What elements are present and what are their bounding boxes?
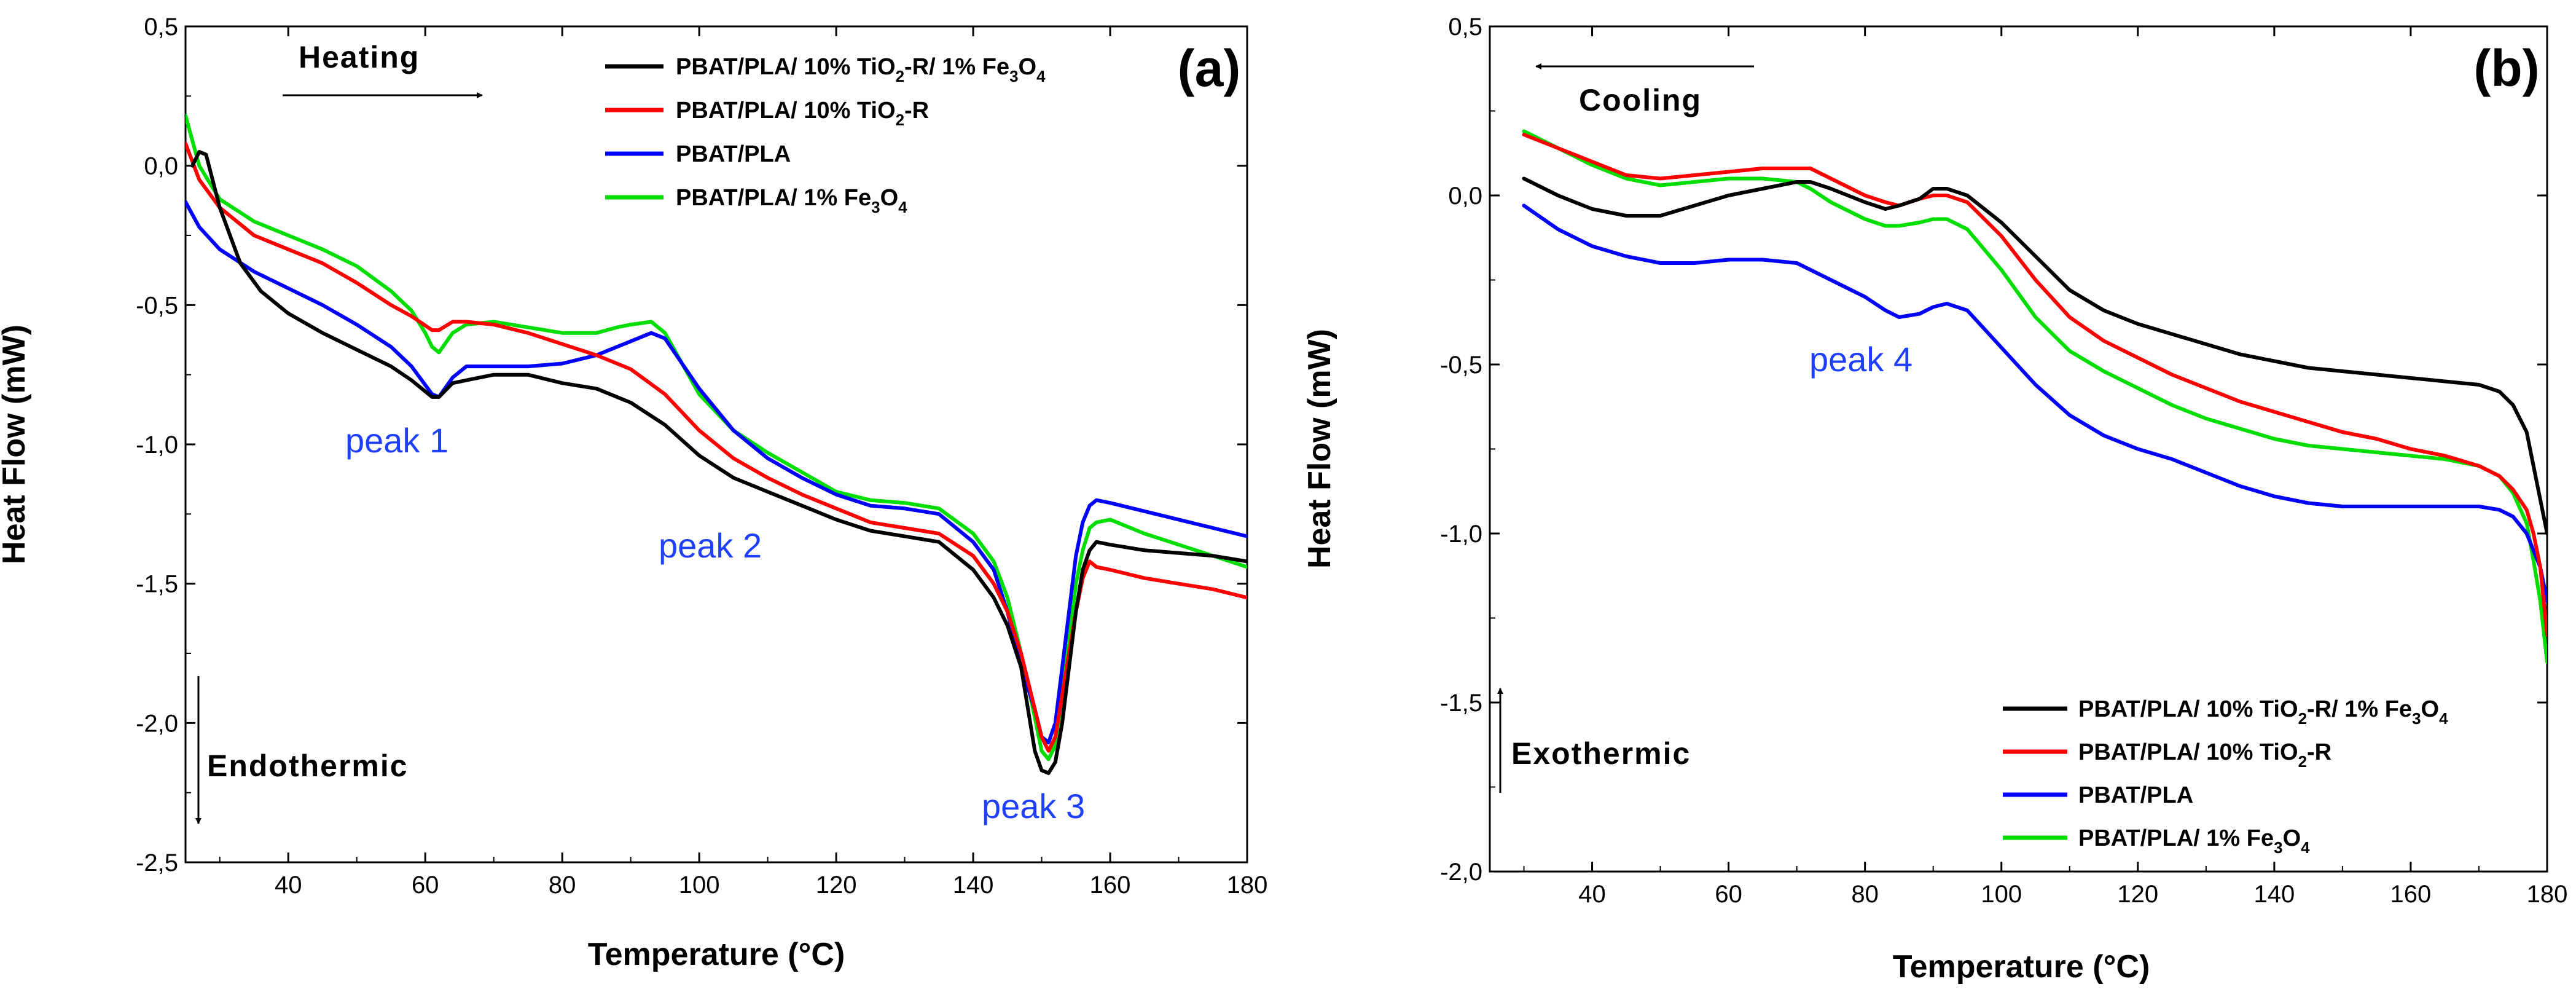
legend-text: -R/ 1% Fe (904, 54, 1009, 80)
legend-subscript: 4 (2301, 838, 2310, 857)
x-tick-label: 80 (1851, 881, 1879, 908)
peak-label: peak 3 (982, 787, 1085, 825)
y-tick-label: -2,0 (136, 710, 178, 737)
legend-subscript: 2 (2298, 752, 2307, 771)
series-line (1522, 176, 2547, 535)
legend-subscript: 2 (896, 111, 904, 129)
x-axis-title: Temperature (°C) (588, 937, 845, 972)
direction-label: Cooling (1579, 83, 1702, 117)
legend-text: O (1019, 54, 1037, 80)
x-tick-label: 120 (2117, 881, 2158, 908)
legend-subscript: 2 (896, 67, 904, 85)
legend-text: PBAT/PLA/ 1% Fe (676, 185, 871, 211)
y-tick-label: 0,0 (144, 153, 178, 180)
legend-text: PBAT/PLA/ 1% Fe (2078, 825, 2274, 851)
y-tick-label: -1,0 (136, 431, 178, 459)
y-tick-label: -1,5 (136, 571, 178, 598)
x-tick-label: 100 (1981, 881, 2022, 908)
direction-label: Heating (299, 40, 420, 74)
series-group (1522, 129, 2547, 664)
legend-subscript: 2 (2298, 709, 2307, 728)
x-tick-label: 60 (1715, 881, 1742, 908)
x-tick-label: 160 (2390, 881, 2432, 908)
heat-effect-label: Exothermic (1511, 736, 1691, 771)
chart-panel-a: 40 60 80 100 120 140 160 180 0,5 0,0 -0,5 -1,0 -1,5 -… (0, 14, 1267, 972)
series-line (1522, 133, 2547, 637)
chart-panel-b: 40 60 80 100 120 140 160 180 0,5 0,0 -0,5 -1,0 -1,5 -… (1302, 14, 2567, 985)
legend-label: PBAT/PLA/ 10% TiO2-R (2078, 739, 2331, 771)
legend-text: PBAT/PLA (2078, 782, 2193, 808)
x-tick-label: 40 (275, 872, 302, 899)
x-tick-label: 100 (679, 872, 720, 899)
legend-text: -R/ 1% Fe (2307, 696, 2412, 722)
y-tick-label: 0,5 (144, 14, 178, 41)
legend-label: PBAT/PLA/ 10% TiO2-R (676, 98, 929, 129)
legend-subscript: 3 (1009, 67, 1018, 85)
x-tick-label: 120 (816, 872, 857, 899)
y-axis-title: Heat Flow (mW) (1302, 329, 1337, 569)
panel-label: (a) (1178, 39, 1241, 97)
legend-text: -R (2307, 739, 2331, 765)
legend-subscript: 4 (2439, 709, 2448, 728)
legend-text: O (2421, 696, 2440, 722)
peak-label: peak 1 (345, 421, 448, 460)
series-line (190, 150, 1247, 775)
x-tick-label: 40 (1578, 881, 1606, 908)
peak-label: peak 2 (659, 526, 762, 565)
legend-label: PBAT/PLA/ 10% TiO2-R/ 1% Fe3O4 (676, 54, 1046, 85)
y-tick-label: -0,5 (136, 292, 178, 319)
x-tick-label: 180 (1227, 872, 1268, 899)
peak-label: peak 4 (1809, 340, 1912, 379)
legend-text: PBAT/PLA/ 10% TiO (676, 54, 896, 80)
y-tick-label: 0,5 (1448, 14, 1482, 41)
y-tick-label: 0,0 (1448, 183, 1482, 210)
series-line (1522, 203, 2547, 603)
y-tick-label: -2,5 (136, 849, 178, 876)
series-line (186, 114, 1247, 762)
y-tick-label: -2,0 (1440, 859, 1482, 886)
x-axis-title: Temperature (°C) (1893, 949, 2150, 985)
x-tick-label: 60 (412, 872, 439, 899)
legend-label: PBAT/PLA/ 10% TiO2-R/ 1% Fe3O4 (2078, 696, 2448, 728)
y-axis-title: Heat Flow (mW) (0, 325, 32, 564)
legend-text: -R (904, 98, 929, 124)
legend-label: PBAT/PLA/ 1% Fe3O4 (676, 185, 907, 216)
legend-label: PBAT/PLA/ 1% Fe3O4 (2078, 825, 2310, 857)
y-tick-label: -1,0 (1440, 521, 1482, 548)
x-tick-label: 140 (2253, 881, 2295, 908)
x-tick-label: 80 (549, 872, 576, 899)
panel-label: (b) (2473, 39, 2539, 97)
y-tick-label: -1,5 (1440, 690, 1482, 717)
legend-subscript: 4 (898, 198, 907, 216)
legend-text: PBAT/PLA/ 10% TiO (2078, 739, 2298, 765)
x-tick-label: 140 (953, 872, 994, 899)
series-group (186, 114, 1247, 775)
legend-label: PBAT/PLA (2078, 782, 2193, 808)
legend-text: PBAT/PLA (676, 141, 791, 167)
x-tick-label: 160 (1090, 872, 1131, 899)
heat-effect-label: Endothermic (207, 749, 409, 783)
series-line (186, 200, 1247, 745)
legend-subscript: 3 (2274, 838, 2282, 857)
legend-text: O (2283, 825, 2301, 851)
legend-label: PBAT/PLA (676, 141, 791, 167)
y-tick-label: -0,5 (1440, 352, 1482, 379)
legend-text: PBAT/PLA/ 10% TiO (2078, 696, 2298, 722)
x-tick-label: 180 (2527, 881, 2568, 908)
legend-subscript: 3 (871, 198, 880, 216)
legend-text: O (880, 185, 899, 211)
legend-subscript: 4 (1036, 67, 1046, 85)
legend-text: PBAT/PLA/ 10% TiO (676, 98, 896, 124)
legend-subscript: 3 (2412, 709, 2421, 728)
